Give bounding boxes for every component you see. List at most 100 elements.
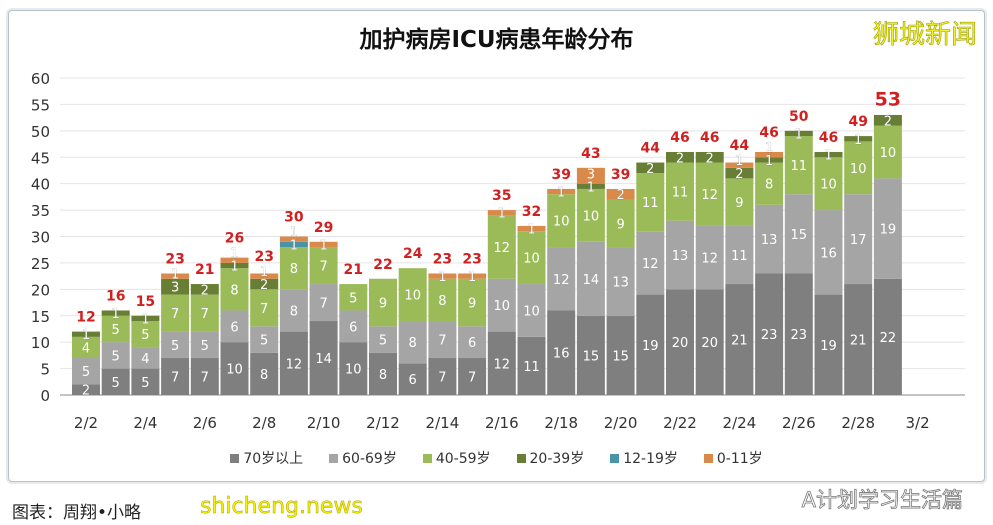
legend-label: 70岁以上 [243,451,304,467]
bar-segment [220,268,249,311]
segment-value-label: 15 [612,349,629,364]
legend-label: 60-69岁 [342,451,397,467]
segment-value-label: 8 [260,368,268,383]
x-tick-label: 2/6 [193,414,217,432]
bar-segment [250,278,279,290]
legend-swatch [516,453,526,463]
segment-value-label: 15 [791,228,808,243]
bar-segment [339,284,368,311]
bar-segment [784,194,813,274]
bar-segment [695,151,724,163]
segment-value-label: 8 [290,262,298,277]
total-label: 46 [670,130,689,146]
segment-value-label: 1 [498,207,506,222]
y-tick-label: 40 [31,176,50,194]
segment-value-label: 11 [731,249,748,264]
segment-value-label: 2 [616,188,624,203]
segment-value-label: 19 [880,223,897,238]
bar-segment [250,326,279,353]
total-label: 23 [165,251,184,267]
bar-segment [101,315,130,343]
bar-segment [398,321,427,364]
bar-segment [666,220,694,290]
bar-segment [547,247,576,311]
total-label: 44 [641,141,661,157]
segment-value-label: 1 [230,260,238,275]
segment-value-label: 5 [112,323,120,338]
bar-segment [666,151,694,163]
x-tick-label: 2/4 [133,414,157,432]
segment-value-label: 16 [553,347,570,362]
bar-segment [309,321,338,395]
bar-segment [72,336,100,359]
segment-value-label: 13 [672,249,689,264]
total-label: 46 [759,125,778,141]
bar-segment [190,294,219,332]
bar-segment [428,321,457,359]
bar-segment [161,294,190,332]
segment-value-label: 13 [761,233,778,248]
segment-value-label: 8 [438,294,446,309]
segment-value-label: 15 [583,349,600,364]
bar-segment [458,358,487,395]
bar-segment [814,151,843,158]
bar-segment [517,225,546,232]
bar-segment [428,278,457,322]
x-tick-label: 2/8 [252,414,276,432]
total-label: 44 [730,138,750,154]
bar-segment [250,289,279,327]
bar-segment [131,315,160,322]
legend-item: 70岁以上 [230,448,303,468]
bar-segment [784,273,813,395]
segment-value-label: 6 [230,320,238,335]
bar-segment [190,331,219,359]
segment-value-label: 5 [82,365,90,380]
segment-value-label: 2 [82,384,90,399]
segment-value-label: 21 [731,334,748,349]
legend-item: 0-11岁 [703,448,763,468]
bar-segment [755,162,784,205]
total-label: 21 [195,262,214,278]
bar-segment [755,157,784,163]
bar-segment [873,278,902,395]
segment-value-label: 1 [765,141,773,156]
segment-value-label: 10 [345,363,362,378]
segment-value-label: 1 [319,238,327,253]
bar-segment [725,178,754,226]
total-label: 29 [314,220,333,236]
bar-segment [487,215,516,279]
bar-segment [873,125,902,179]
total-label: 15 [136,294,155,310]
bar-segment [844,284,873,395]
segment-value-label: 1 [112,307,120,322]
x-tick-label: 2/16 [485,414,519,432]
total-label: 49 [848,114,867,130]
bar-segment [666,162,694,221]
legend-swatch [230,453,240,463]
segment-value-label: 12 [553,273,570,288]
x-tick-label: 2/24 [723,414,757,432]
bar-segment [131,368,160,395]
segment-value-label: 10 [523,252,540,267]
segment-value-label: 5 [260,334,268,349]
segment-value-label: 5 [141,376,149,391]
x-tick-label: 2/12 [366,414,400,432]
segment-value-label: 1 [171,268,179,283]
account-watermark: A计划学习生活篇 [801,488,963,513]
total-label: 50 [789,109,809,125]
bar-segment [190,284,219,295]
bar-segment [279,236,308,242]
bar-segment [725,284,754,395]
bar-segment [576,183,605,189]
segment-value-label: 1 [438,270,446,285]
bar-segment [547,188,576,195]
bar-segment [606,315,635,395]
bar-segment [279,331,308,395]
segment-value-label: 5 [141,328,149,343]
segment-value-label: 8 [765,178,773,193]
segment-value-label: 17 [850,233,867,248]
bar-segment [547,194,576,248]
bar-segment [220,342,249,395]
segment-value-label: 3 [587,167,595,182]
